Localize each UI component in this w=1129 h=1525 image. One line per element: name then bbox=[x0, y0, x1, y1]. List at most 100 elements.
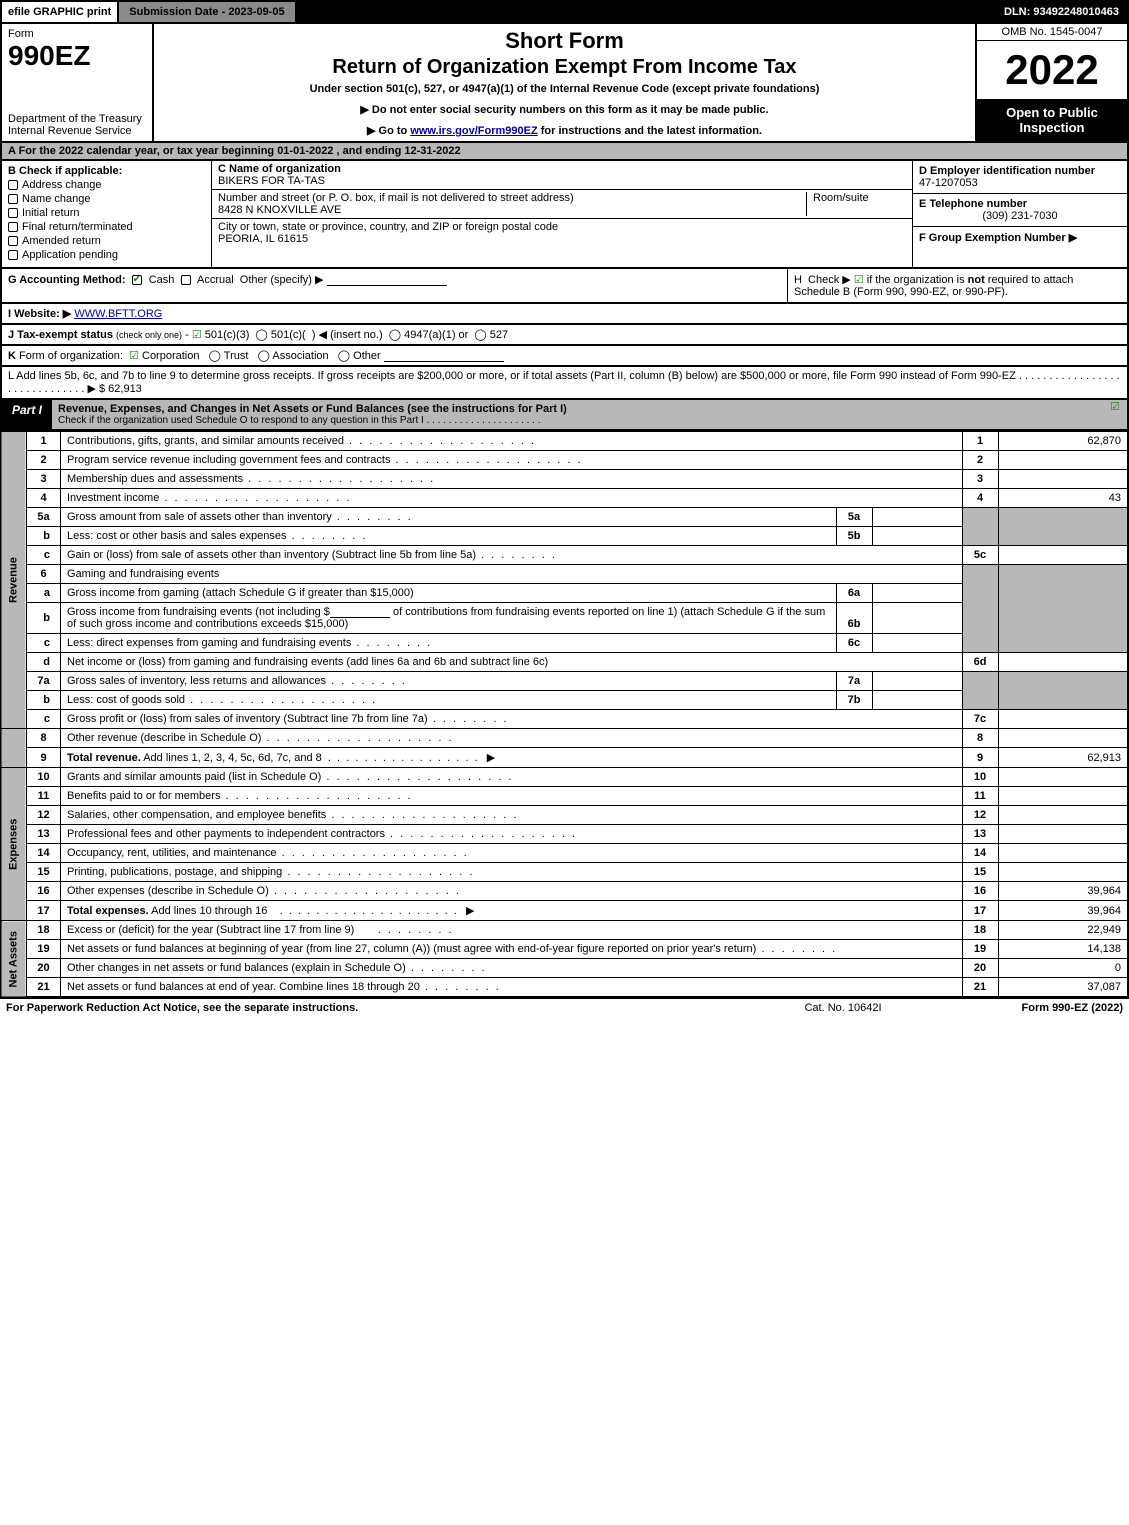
e-section: E Telephone number (309) 231-7030 bbox=[913, 194, 1127, 227]
d-13: Professional fees and other payments to … bbox=[61, 825, 963, 844]
d-21: Net assets or fund balances at end of ye… bbox=[61, 978, 963, 998]
ln-12: 12 bbox=[27, 806, 61, 825]
rn-6d: 6d bbox=[962, 653, 998, 672]
rn-15: 15 bbox=[962, 863, 998, 882]
c-label: C Name of organization bbox=[218, 163, 906, 175]
ln-6: 6 bbox=[27, 565, 61, 584]
line-k: K Form of organization: ☑ Corporation ◯ … bbox=[0, 346, 1129, 367]
cb-final-return[interactable]: Final return/terminated bbox=[8, 221, 205, 233]
d-5c: Gain or (loss) from sale of assets other… bbox=[61, 546, 963, 565]
rv-13 bbox=[998, 825, 1128, 844]
d-7a: Gross sales of inventory, less returns a… bbox=[61, 672, 837, 691]
d-5a: Gross amount from sale of assets other t… bbox=[61, 508, 837, 527]
sn-6a: 6a bbox=[836, 584, 872, 603]
rv-2 bbox=[998, 451, 1128, 470]
rn-3: 3 bbox=[962, 470, 998, 489]
ln-13: 13 bbox=[27, 825, 61, 844]
block-bcdef: B Check if applicable: Address change Na… bbox=[0, 161, 1129, 269]
ln-10: 10 bbox=[27, 768, 61, 787]
city-label: City or town, state or province, country… bbox=[218, 221, 906, 233]
footer-paperwork: For Paperwork Reduction Act Notice, see … bbox=[6, 1002, 743, 1014]
cb-name-change[interactable]: Name change bbox=[8, 193, 205, 205]
sv-6c bbox=[872, 634, 962, 653]
addr-label: Number and street (or P. O. box, if mail… bbox=[218, 192, 806, 204]
d-2: Program service revenue including govern… bbox=[61, 451, 963, 470]
d-4: Investment income bbox=[61, 489, 963, 508]
footer-catno: Cat. No. 10642I bbox=[743, 1002, 943, 1014]
ln-7a: 7a bbox=[27, 672, 61, 691]
g-other: Other (specify) ▶ bbox=[240, 274, 324, 286]
c-city-row: City or town, state or province, country… bbox=[212, 219, 912, 247]
c-addr-row: Number and street (or P. O. box, if mail… bbox=[212, 190, 912, 219]
ln-14: 14 bbox=[27, 844, 61, 863]
g-accrual-cb[interactable] bbox=[181, 275, 191, 285]
line-l: L Add lines 5b, 6c, and 7b to line 9 to … bbox=[0, 367, 1129, 400]
rn-1: 1 bbox=[962, 432, 998, 451]
d-17: Total expenses. Add lines 10 through 16 … bbox=[61, 901, 963, 921]
grey-7 bbox=[962, 672, 998, 710]
efile-label[interactable]: efile GRAPHIC print bbox=[2, 2, 117, 22]
block-gh: G Accounting Method: Cash Accrual Other … bbox=[0, 269, 1129, 304]
g-other-blank[interactable] bbox=[327, 274, 447, 286]
sn-5a: 5a bbox=[836, 508, 872, 527]
cb-initial-return[interactable]: Initial return bbox=[8, 207, 205, 219]
sv-6a bbox=[872, 584, 962, 603]
ln-5c: c bbox=[27, 546, 61, 565]
rv-18: 22,949 bbox=[998, 921, 1128, 940]
ln-6d: d bbox=[27, 653, 61, 672]
ln-5b: b bbox=[27, 527, 61, 546]
return-title: Return of Organization Exempt From Incom… bbox=[162, 56, 967, 79]
part-title: Revenue, Expenses, and Changes in Net As… bbox=[52, 400, 1103, 429]
city-value: PEORIA, IL 61615 bbox=[218, 233, 906, 245]
ln-7c: c bbox=[27, 710, 61, 729]
ln-2: 2 bbox=[27, 451, 61, 470]
netassets-tab: Net Assets bbox=[1, 921, 27, 998]
sn-7b: 7b bbox=[836, 691, 872, 710]
rv-3 bbox=[998, 470, 1128, 489]
d-5b: Less: cost or other basis and sales expe… bbox=[61, 527, 837, 546]
line-h: H Check ▶ ☑ if the organization is not r… bbox=[787, 269, 1127, 302]
sv-7a bbox=[872, 672, 962, 691]
ln-18: 18 bbox=[27, 921, 61, 940]
irs-link[interactable]: www.irs.gov/Form990EZ bbox=[410, 125, 537, 137]
rn-5c: 5c bbox=[962, 546, 998, 565]
d-18: Excess or (deficit) for the year (Subtra… bbox=[61, 921, 963, 940]
rn-17: 17 bbox=[962, 901, 998, 921]
rn-4: 4 bbox=[962, 489, 998, 508]
h-text: H Check ▶ ☑ if the organization is not r… bbox=[794, 274, 1073, 298]
k-other-blank[interactable] bbox=[384, 350, 504, 362]
rn-16: 16 bbox=[962, 882, 998, 901]
d-7c: Gross profit or (loss) from sales of inv… bbox=[61, 710, 963, 729]
ln-15: 15 bbox=[27, 863, 61, 882]
website-link[interactable]: WWW.BFTT.ORG bbox=[74, 308, 162, 320]
ln-6c: c bbox=[27, 634, 61, 653]
rn-10: 10 bbox=[962, 768, 998, 787]
ln-8: 8 bbox=[27, 729, 61, 748]
d-16: Other expenses (describe in Schedule O) bbox=[61, 882, 963, 901]
part-1-header: Part I Revenue, Expenses, and Changes in… bbox=[0, 400, 1129, 431]
ln-1: 1 bbox=[27, 432, 61, 451]
f-label: F Group Exemption Number ▶ bbox=[919, 231, 1121, 244]
rv-19: 14,138 bbox=[998, 940, 1128, 959]
part-check[interactable]: ☑ bbox=[1103, 400, 1127, 429]
block-def: D Employer identification number 47-1207… bbox=[912, 161, 1127, 267]
ln-17: 17 bbox=[27, 901, 61, 921]
cb-amended-return[interactable]: Amended return bbox=[8, 235, 205, 247]
rn-18: 18 bbox=[962, 921, 998, 940]
header-right: OMB No. 1545-0047 2022 Open to Public In… bbox=[975, 24, 1127, 141]
b-head: B Check if applicable: bbox=[8, 165, 205, 177]
rn-14: 14 bbox=[962, 844, 998, 863]
sn-7a: 7a bbox=[836, 672, 872, 691]
block-b: B Check if applicable: Address change Na… bbox=[2, 161, 212, 267]
grey-5 bbox=[962, 508, 998, 546]
cb-application-pending[interactable]: Application pending bbox=[8, 249, 205, 261]
ln-11: 11 bbox=[27, 787, 61, 806]
ln-3: 3 bbox=[27, 470, 61, 489]
ln-9: 9 bbox=[27, 748, 61, 768]
i-label: I Website: ▶ bbox=[8, 308, 71, 320]
g-cash-cb[interactable] bbox=[132, 275, 142, 285]
cb-address-change[interactable]: Address change bbox=[8, 179, 205, 191]
ln-20: 20 bbox=[27, 959, 61, 978]
d-6a: Gross income from gaming (attach Schedul… bbox=[61, 584, 837, 603]
sv-5a bbox=[872, 508, 962, 527]
